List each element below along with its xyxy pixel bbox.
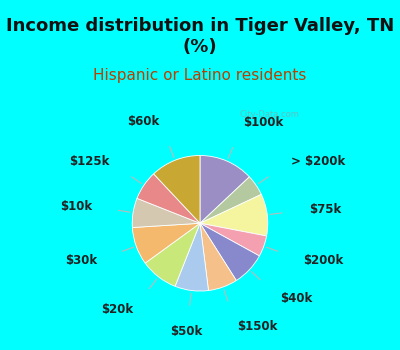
Text: $200k: $200k <box>303 254 343 267</box>
Text: City-Data.com: City-Data.com <box>240 110 300 119</box>
Wedge shape <box>200 194 268 236</box>
Wedge shape <box>132 198 200 228</box>
Text: $125k: $125k <box>69 155 109 168</box>
Text: Income distribution in Tiger Valley, TN
(%): Income distribution in Tiger Valley, TN … <box>6 17 394 56</box>
Wedge shape <box>145 223 200 286</box>
Wedge shape <box>200 155 250 223</box>
Text: $20k: $20k <box>101 303 133 316</box>
Text: $10k: $10k <box>60 199 92 213</box>
Text: Hispanic or Latino residents: Hispanic or Latino residents <box>93 68 307 83</box>
Wedge shape <box>175 223 208 291</box>
Text: $60k: $60k <box>128 115 160 128</box>
Text: $150k: $150k <box>237 320 278 333</box>
Wedge shape <box>200 223 266 256</box>
Text: $75k: $75k <box>309 203 341 216</box>
Wedge shape <box>200 223 259 280</box>
Wedge shape <box>154 155 200 223</box>
Text: $40k: $40k <box>280 292 312 305</box>
Wedge shape <box>132 223 200 263</box>
Text: $50k: $50k <box>170 326 202 338</box>
Wedge shape <box>137 174 200 223</box>
Text: > $200k: > $200k <box>291 155 345 168</box>
Text: $100k: $100k <box>244 116 284 129</box>
Wedge shape <box>200 177 261 223</box>
Wedge shape <box>200 223 236 290</box>
Text: $30k: $30k <box>65 254 97 267</box>
